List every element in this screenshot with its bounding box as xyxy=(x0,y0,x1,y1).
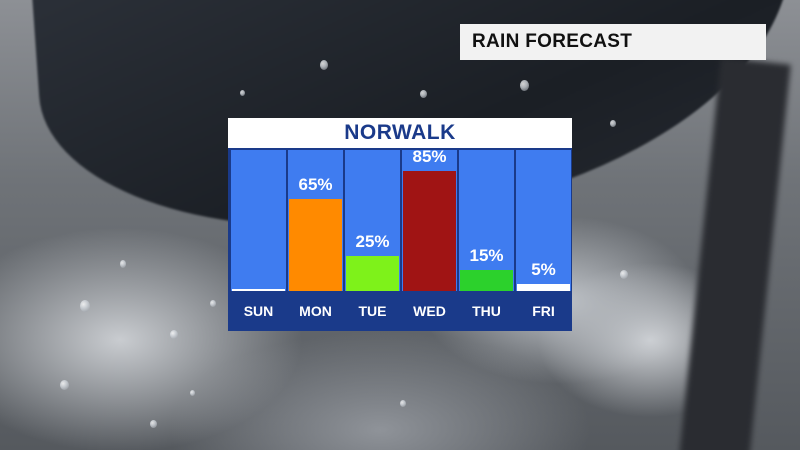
chart-title: NORWALK xyxy=(344,121,456,144)
day-label-mon: MON xyxy=(288,293,343,329)
bar-mon xyxy=(289,199,342,291)
day-label-fri: FRI xyxy=(516,293,571,329)
bar-tue xyxy=(346,256,399,291)
column-sun xyxy=(231,150,286,291)
value-label-wed: 85% xyxy=(412,147,447,166)
column-thu xyxy=(459,150,514,291)
day-label-thu: THU xyxy=(459,293,514,329)
column-tue xyxy=(345,150,400,291)
bar-fri xyxy=(517,284,570,291)
rain-forecast-title-box: RAIN FORECAST xyxy=(460,24,766,60)
forecast-chart-panel: NORWALK SUN 65% MON 25% TUE 85% WED 15% THU 5% FRI xyxy=(228,118,572,331)
day-label-wed: WED xyxy=(402,293,457,329)
bar-thu xyxy=(460,270,513,291)
column-mon xyxy=(288,150,343,291)
column-fri xyxy=(516,150,571,291)
page-title: RAIN FORECAST xyxy=(472,31,633,52)
bar-wed xyxy=(403,171,456,291)
value-label-tue: 25% xyxy=(355,232,390,251)
chart-header: NORWALK xyxy=(228,118,572,148)
value-label-fri: 5% xyxy=(531,260,556,279)
value-label-thu: 15% xyxy=(469,246,504,265)
bar-sun xyxy=(232,289,285,291)
day-label-sun: SUN xyxy=(231,293,286,329)
value-label-mon: 65% xyxy=(298,175,333,194)
column-wed xyxy=(402,150,457,291)
day-label-tue: TUE xyxy=(345,293,400,329)
